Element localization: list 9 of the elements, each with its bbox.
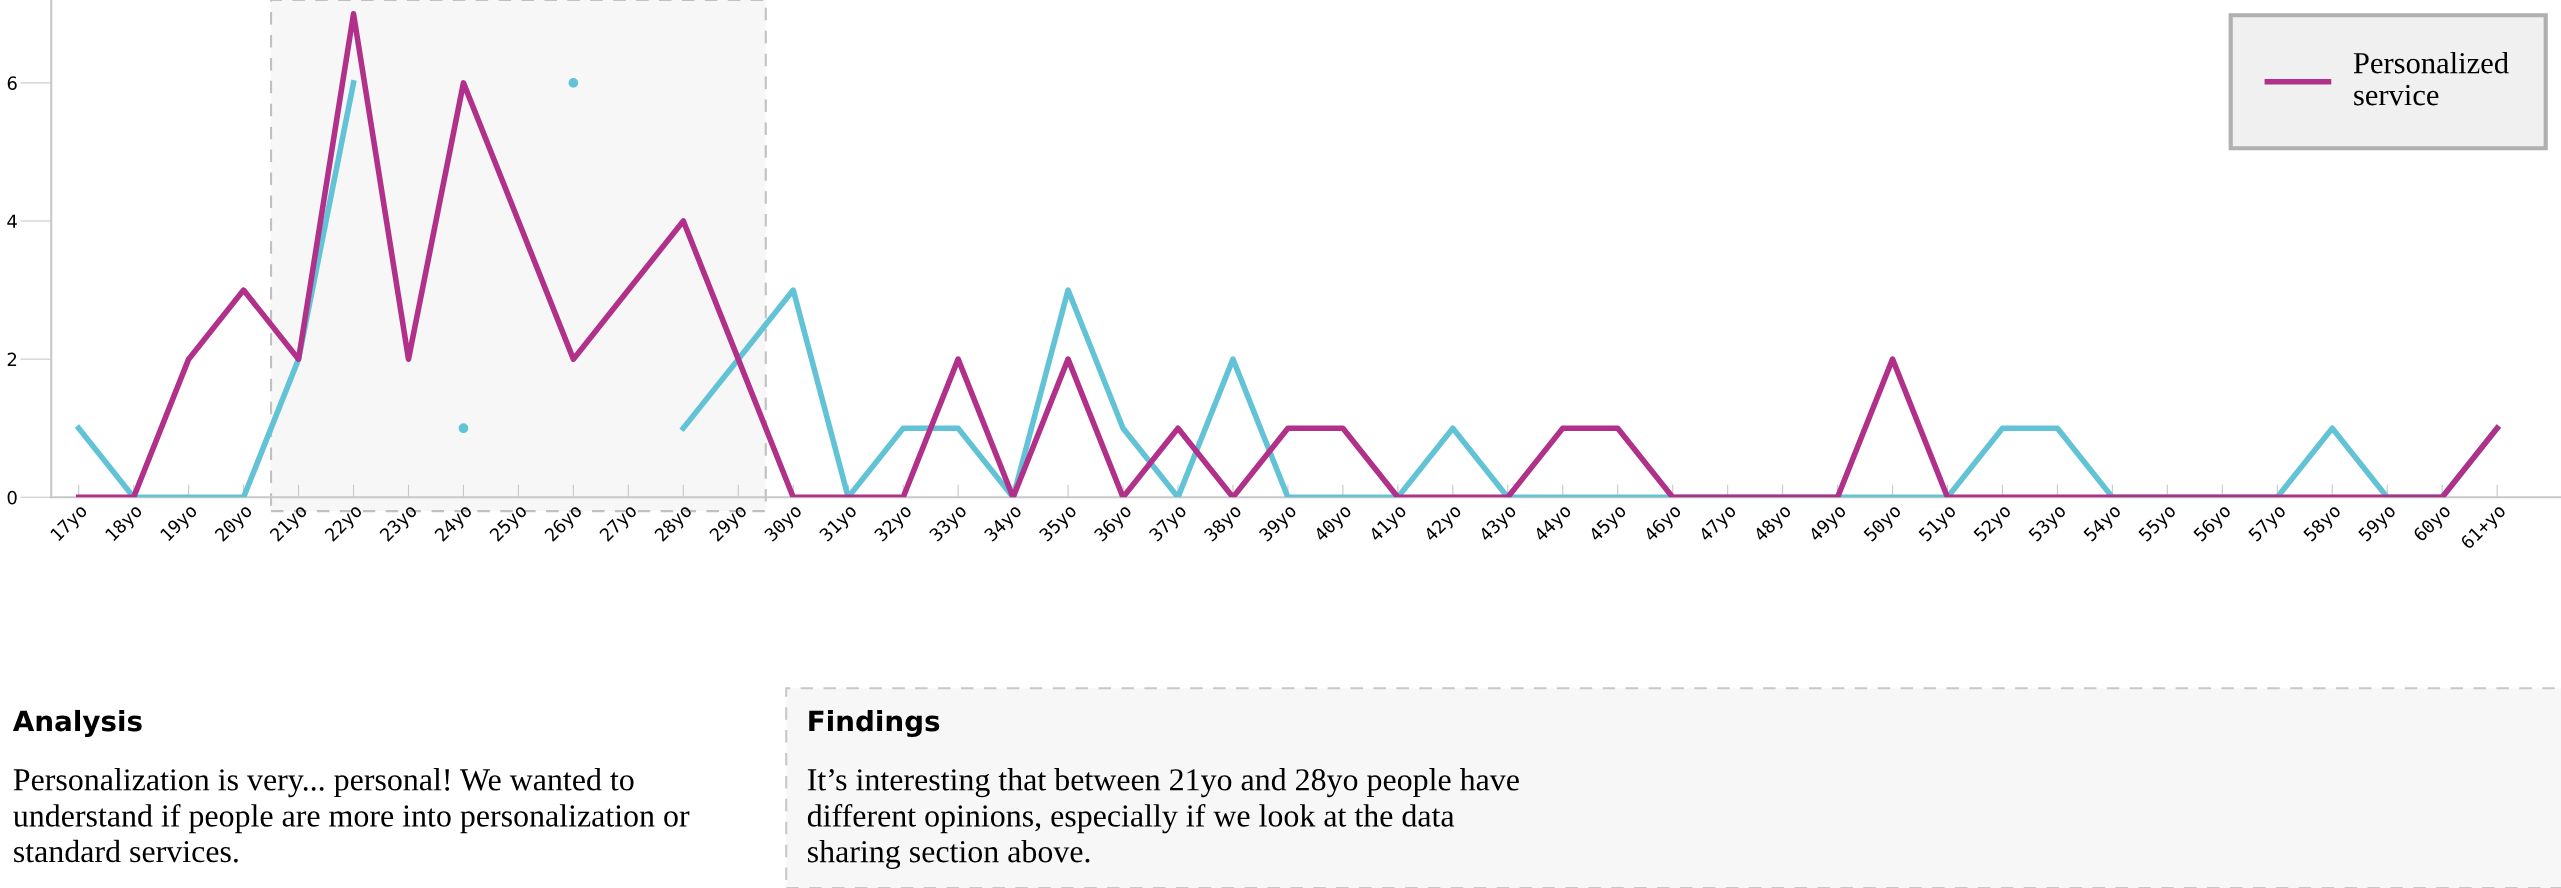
- y-tick-label: 4: [7, 214, 17, 228]
- text: Findings: [809, 709, 940, 738]
- text: Personalization is very... personal! We wanted to understand if people are more into personalization or standard services.: [13, 768, 690, 863]
- legend-label: Personalized service: [2353, 51, 2509, 106]
- y-tick-label: 2: [7, 352, 17, 367]
- text: Analysis: [12, 709, 142, 738]
- text: It’s interesting that between 21yo and 28yo people have different opinions, especially if we look at the data sharing section above.: [807, 768, 1519, 870]
- y-tick-label: 6: [7, 76, 17, 90]
- y-tick-label: 0: [7, 490, 17, 505]
